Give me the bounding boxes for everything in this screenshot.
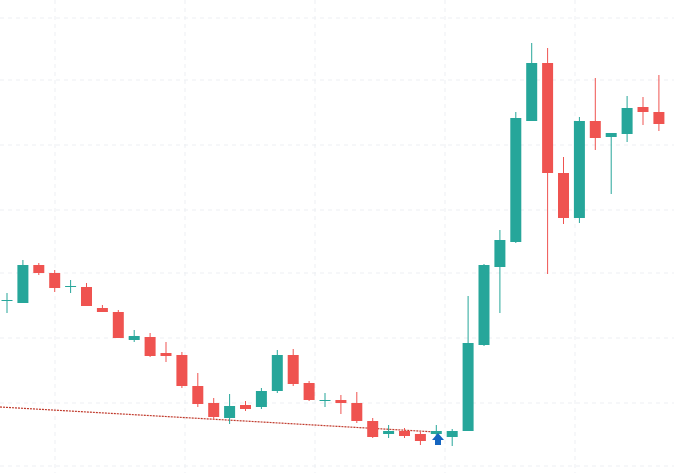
candle-body bbox=[510, 118, 522, 242]
candle-body bbox=[160, 353, 172, 356]
candle-body bbox=[81, 287, 92, 306]
candle-body bbox=[446, 431, 458, 437]
candle-body bbox=[303, 383, 315, 400]
candle-body bbox=[1, 300, 13, 301]
candle-body bbox=[33, 265, 45, 273]
candle-body bbox=[319, 400, 331, 401]
candle-body bbox=[558, 173, 569, 218]
candle-body bbox=[240, 405, 251, 409]
candle-body bbox=[65, 286, 77, 287]
candle-body bbox=[96, 308, 108, 312]
candle-body bbox=[208, 403, 220, 417]
candles bbox=[1, 43, 665, 446]
candle-body bbox=[605, 133, 617, 137]
candle-body bbox=[335, 400, 347, 403]
candle-body bbox=[271, 355, 283, 391]
candle-body bbox=[255, 391, 267, 407]
candle-body bbox=[621, 108, 633, 134]
candle-body bbox=[526, 63, 538, 121]
candle-body bbox=[494, 240, 506, 267]
candle-body bbox=[462, 343, 474, 431]
candle-body bbox=[287, 355, 299, 384]
candle-body bbox=[128, 336, 140, 340]
candle-body bbox=[17, 265, 29, 303]
candle-body bbox=[144, 337, 156, 356]
candle-body bbox=[192, 386, 204, 404]
candle-body bbox=[49, 273, 61, 288]
trend-line bbox=[0, 406, 437, 433]
candle-body bbox=[112, 312, 124, 338]
candle-body bbox=[224, 406, 236, 418]
candle-body bbox=[367, 421, 379, 437]
candle-body bbox=[399, 431, 410, 436]
candle-body bbox=[351, 403, 363, 421]
candle-body bbox=[478, 265, 490, 345]
candle-body bbox=[383, 431, 395, 434]
candle-body bbox=[430, 431, 442, 434]
candle-body bbox=[414, 434, 426, 441]
candle-body bbox=[637, 107, 649, 112]
candle-body bbox=[573, 121, 585, 218]
candle-body bbox=[542, 63, 554, 173]
candle-body bbox=[176, 355, 188, 386]
candle-body bbox=[589, 121, 601, 138]
signal-arrow bbox=[432, 433, 444, 445]
candle-body bbox=[653, 112, 665, 124]
